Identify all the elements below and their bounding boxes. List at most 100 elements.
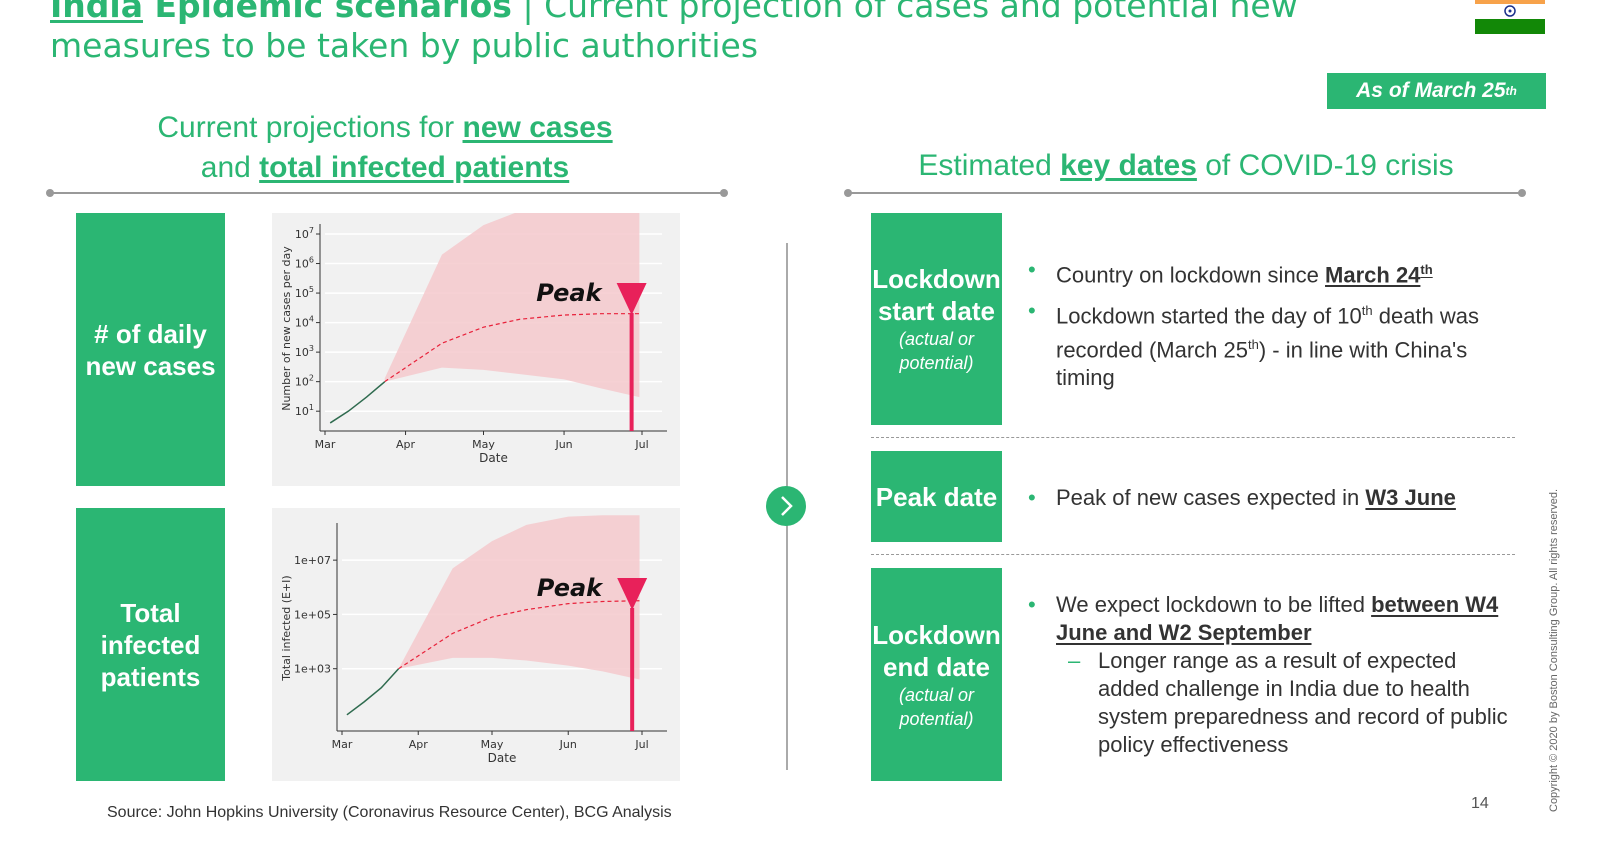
y-tick-label: 104 (295, 315, 314, 330)
y-tick-label: 1e+07 (294, 554, 331, 567)
y-tick-label: 1e+05 (294, 608, 331, 621)
daily-new-cases-label: # of daily new cases (85, 318, 216, 381)
lockdown-end-bullets: We expect lockdown to be lifted between … (1028, 591, 1508, 759)
title-line2: measures to be taken by public authoriti… (50, 26, 759, 65)
x-tick-label: Jul (634, 738, 648, 751)
y-tick-exponent: 4 (309, 315, 314, 324)
y-tick-label: 103 (295, 344, 314, 359)
x-tick-label: Apr (409, 738, 429, 751)
bullet-emphasis: between W4 June and W2 September (1056, 592, 1499, 645)
page-title: India Epidemic scenarios | Current proje… (50, 0, 1450, 66)
lockdown-start-box: Lockdown start date (actual or potential… (871, 213, 1002, 425)
y-axis-label: Number of new cases per day (280, 246, 293, 411)
y-tick-exponent: 2 (309, 374, 314, 383)
chart-new-cases: 101 102 103 104 105 106 107 Mar Apr May Jun Jul Date… (272, 205, 680, 486)
bullet-emphasis: W3 June (1365, 485, 1456, 510)
bullet-emphasis: March 24 (1325, 262, 1421, 288)
x-tick-label: Apr (396, 438, 416, 451)
left-divider-dot-start (46, 189, 54, 197)
page-number: 14 (1471, 795, 1489, 812)
right-divider (848, 192, 1524, 194)
chart-total-infected: 1e+03 1e+05 1e+07 Mar Apr May Jun Jul Date Total … (272, 508, 680, 781)
right-title-post: of COVID-19 crisis (1196, 149, 1454, 182)
median-projection-line (384, 313, 640, 383)
left-divider-dot-end (720, 189, 728, 197)
x-tick-label: Mar (315, 438, 336, 451)
row-divider (871, 437, 1515, 438)
title-rest: Current projection of cases and potentia… (544, 0, 1298, 25)
total-infected-label: Total infected patients (100, 597, 201, 692)
left-divider (50, 192, 724, 194)
x-tick-label: May (472, 438, 495, 451)
bullet-text: ) - in line with China's timing (1056, 336, 1468, 390)
y-axis-label: Total infected (E+I) (280, 575, 293, 681)
peak-date-label: Peak date (875, 481, 998, 512)
peak-date-box: Peak date (871, 451, 1002, 542)
title-separator: | (511, 0, 545, 25)
title-country: India (50, 0, 143, 25)
y-tick-label: 101 (295, 403, 314, 418)
peak-marker-line (630, 608, 635, 731)
daily-new-cases-label-box: # of daily new cases (76, 213, 225, 486)
as-of-sup: th (1505, 84, 1517, 98)
historical-line (329, 381, 386, 424)
y-tick-label: 102 (295, 374, 314, 389)
peak-date-bullets: Peak of new cases expected in W3 June (1028, 484, 1508, 520)
right-title-em: key dates (1060, 149, 1197, 182)
as-of-text: As of March 25 (1356, 79, 1506, 102)
list-subitem: Longer range as a result of expected add… (1028, 647, 1508, 759)
bullet-sup: th (1361, 303, 1373, 319)
right-section-title: Estimated key dates of COVID-19 crisis (848, 146, 1524, 186)
india-flag-icon (1475, 0, 1545, 34)
bullet-text: Country on lockdown since (1056, 262, 1326, 288)
list-item: Lockdown started the day of 10th death w… (1028, 297, 1508, 392)
left-title-em1: new cases (462, 111, 613, 144)
lockdown-end-sublabel: (actual or potential) (898, 684, 975, 729)
peak-marker-line (629, 313, 634, 431)
confidence-band (398, 515, 640, 680)
list-item: Peak of new cases expected in W3 June (1028, 484, 1508, 512)
x-tick-label: Jul (634, 438, 648, 451)
lockdown-start-label: Lockdown start date (872, 264, 1001, 326)
bullet-text: We expect lockdown to be lifted (1056, 592, 1372, 617)
lockdown-end-label: Lockdown end date (872, 619, 1001, 682)
x-axis-label: Date (488, 751, 517, 765)
y-tick-exponent: 1 (309, 403, 314, 412)
left-title-pre: Current projections for (157, 111, 463, 144)
lockdown-start-sublabel: (actual or potential) (898, 329, 975, 373)
y-tick-exponent: 6 (309, 256, 314, 265)
peak-annotation: Peak (536, 279, 603, 307)
historical-line (346, 668, 400, 716)
right-title-pre: Estimated (918, 149, 1061, 182)
x-axis-label: Date (479, 451, 508, 465)
bullet-text: death was recorded (March 25 (1056, 303, 1480, 362)
bullet-sup: th (1420, 262, 1433, 277)
y-tick-exponent: 3 (309, 344, 314, 353)
bullet-sup: th (1247, 336, 1259, 352)
bullet-text: Peak of new cases expected in (1056, 485, 1366, 510)
row-divider (871, 554, 1515, 555)
x-tick-label: Jun (554, 438, 572, 451)
confidence-band (384, 205, 640, 398)
list-item: Country on lockdown since March 24th (1028, 256, 1508, 289)
x-tick-label: May (481, 738, 504, 751)
peak-marker-triangle (617, 578, 648, 610)
x-tick-label: Jun (559, 738, 577, 751)
y-tick-label: 106 (295, 256, 314, 271)
median-projection-line (398, 600, 640, 670)
y-tick-exponent: 5 (309, 285, 314, 294)
source-note: Source: John Hopkins University (Coronav… (107, 804, 672, 821)
left-title-pre2: and (200, 151, 260, 184)
y-tick-exponent: 7 (309, 226, 314, 235)
y-tick-label: 1e+03 (294, 663, 331, 676)
x-tick-label: Mar (332, 738, 353, 751)
peak-annotation: Peak (537, 574, 604, 602)
y-tick-label: 107 (295, 226, 314, 241)
list-item: We expect lockdown to be lifted between … (1028, 591, 1508, 647)
total-infected-label-box: Total infected patients (76, 508, 225, 781)
y-tick-label: 105 (295, 285, 314, 300)
peak-marker-triangle (616, 283, 647, 315)
copyright-note: Copyright © 2020 by Boston Consulting Gr… (1548, 489, 1560, 812)
title-bold: Epidemic scenarios (142, 0, 512, 25)
